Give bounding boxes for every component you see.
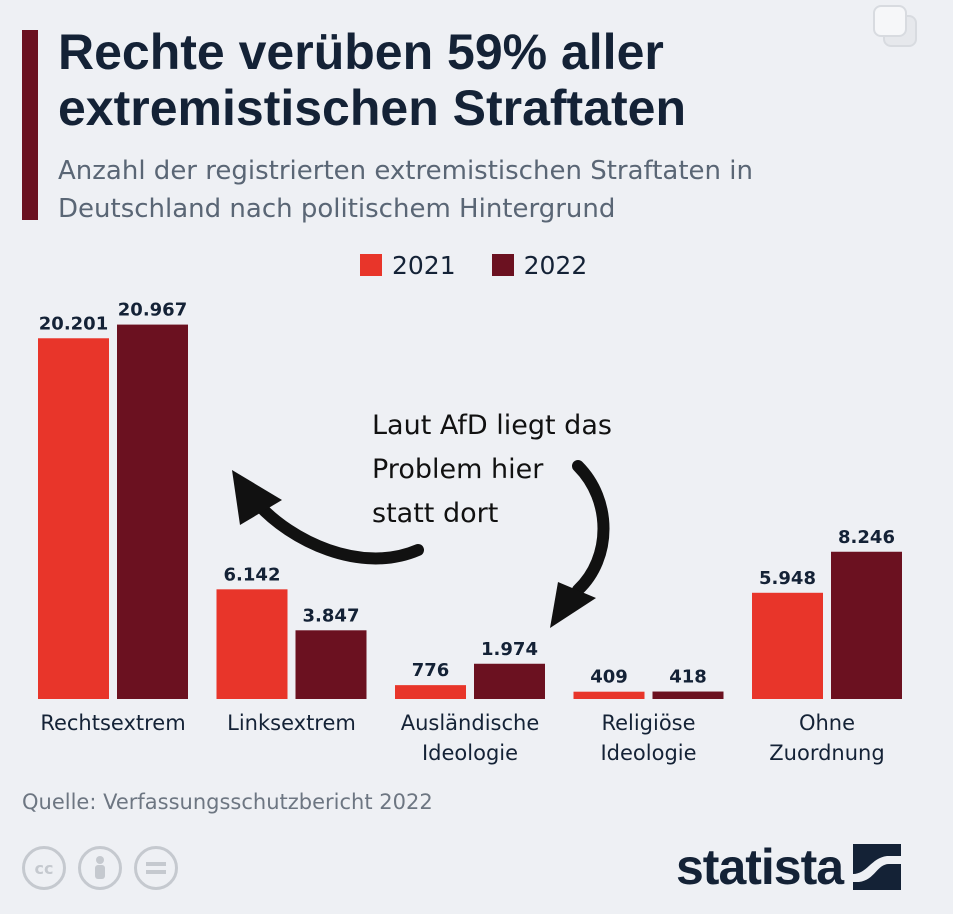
value-label-2021-4: 5.948 [759, 568, 816, 589]
value-label-2021-2: 776 [412, 660, 450, 681]
category-label-1-0: Linksextrem [227, 711, 356, 735]
value-label-2022-0: 20.967 [118, 300, 187, 321]
legend-item-2021: 2021 [360, 251, 456, 280]
value-label-2021-3: 409 [590, 667, 628, 688]
value-label-2021-1: 6.142 [224, 564, 281, 585]
arrow-left-curve [252, 498, 424, 565]
chart-subtitle: Anzahl der registrierten extremistischen… [58, 156, 753, 224]
bar-2021-3 [573, 691, 645, 699]
bar-2021-4 [752, 592, 823, 699]
value-label-2022-1: 3.847 [303, 605, 360, 626]
bar-2022-2 [474, 663, 545, 699]
legend-label-2021: 2021 [392, 250, 456, 280]
bar-2022-3 [652, 691, 724, 699]
category-label-2-1: Ideologie [422, 741, 518, 765]
chart-title: Rechte verüben 59% aller extremistischen… [58, 24, 687, 136]
license-icons: cc [22, 846, 178, 890]
value-label-2022-2: 1.974 [481, 639, 538, 660]
annotation-text: Laut AfD liegt das Problem hier statt do… [372, 410, 621, 529]
category-label-4-0: Ohne [799, 711, 855, 735]
annotation: Laut AfD liegt das Problem hier statt do… [232, 410, 621, 628]
bar-2022-4 [831, 551, 902, 699]
legend-swatch-2021 [360, 254, 382, 276]
category-labels-layer: Rechtsextrem Linksextrem Ausländische Ideol… [40, 711, 884, 765]
bar-2022-1 [295, 630, 367, 699]
category-label-3-1: Ideologie [600, 741, 696, 765]
category-label-4-1: Zuordnung [769, 741, 884, 765]
arrow-left-head [232, 470, 282, 525]
category-label-2-0: Ausländische [401, 711, 540, 735]
copy-icon[interactable] [870, 4, 920, 50]
category-label-0-0: Rechtsextrem [40, 711, 185, 735]
bar-2021-0 [38, 338, 109, 699]
statista-logo-mark [853, 844, 902, 890]
value-label-2021-0: 20.201 [39, 313, 108, 334]
legend-label-2022: 2022 [523, 250, 588, 280]
source-note: Quelle: Verfassungsschutzbericht 2022 [22, 790, 433, 814]
bar-2021-2 [395, 685, 466, 699]
arrow-down-head [550, 582, 596, 628]
statista-logo[interactable]: statista [676, 838, 902, 896]
value-label-2022-4: 8.246 [838, 527, 895, 548]
value-label-2022-3: 418 [669, 667, 707, 688]
chart-legend: 2021 2022 [360, 248, 587, 282]
category-label-3-0: Religiöse [601, 711, 695, 735]
attribution-icon[interactable] [78, 846, 122, 890]
logo-text: statista [676, 839, 844, 895]
legend-swatch-2022 [491, 254, 514, 276]
bar-2021-1 [216, 589, 288, 699]
bars-layer [38, 324, 902, 699]
value-labels-layer: 20.201 20.967 6.142 3.847 776 1.974 409 418 5.94… [39, 300, 895, 688]
arrow-down-curve [572, 460, 610, 596]
no-derivatives-icon[interactable] [134, 846, 178, 890]
bar-chart: 20.201 20.967 6.142 3.847 776 1.974 409 418 5.94… [38, 300, 902, 765]
bar-2022-0 [117, 324, 188, 699]
legend-item-2022: 2022 [491, 250, 588, 280]
cc-icon[interactable]: cc [22, 846, 66, 890]
title-accent-bar [22, 30, 38, 220]
